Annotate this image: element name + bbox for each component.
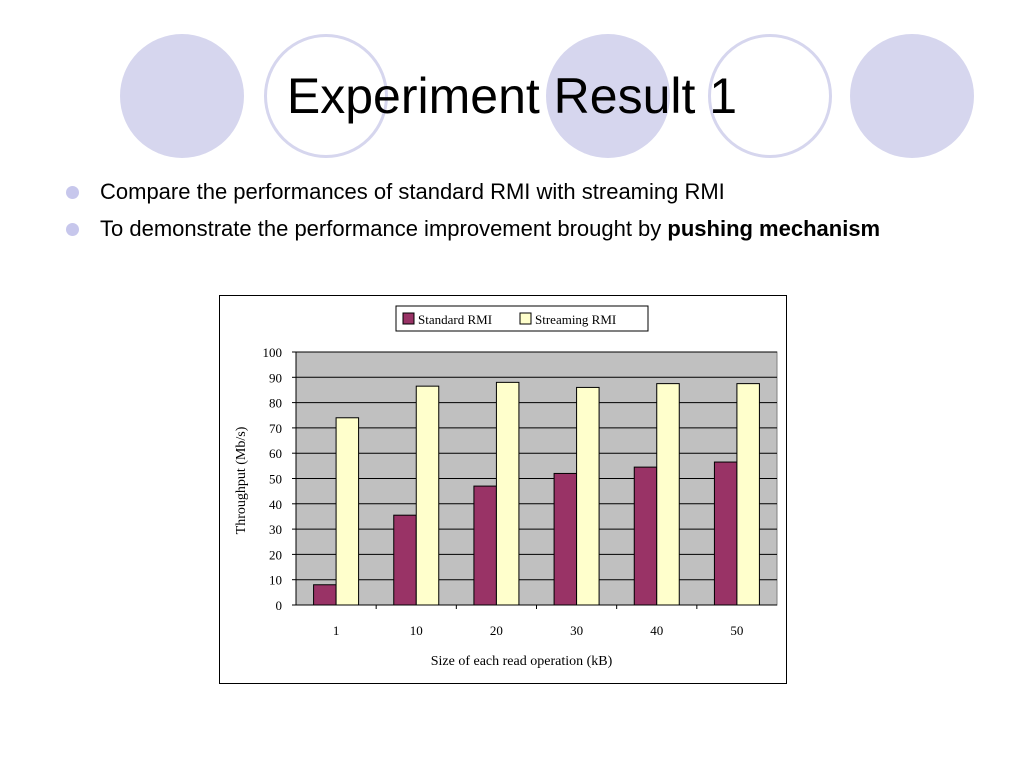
y-tick-label: 40 xyxy=(269,497,282,512)
y-tick-label: 100 xyxy=(263,345,283,360)
y-tick-label: 90 xyxy=(269,370,282,385)
bullet-bold-text: pushing mechanism xyxy=(667,216,881,241)
decorative-circle xyxy=(120,34,244,158)
bar-streaming-rmi xyxy=(415,385,440,606)
y-tick-label: 0 xyxy=(276,598,283,613)
legend-label: Standard RMI xyxy=(418,312,492,327)
bar-streaming-rmi xyxy=(576,386,600,606)
y-tick-label: 30 xyxy=(269,522,282,537)
y-tick-label: 80 xyxy=(269,396,282,411)
x-tick-label: 30 xyxy=(570,623,583,638)
legend-swatch xyxy=(402,312,415,325)
legend-label: Streaming RMI xyxy=(535,312,616,327)
x-tick-label: 50 xyxy=(730,623,743,638)
bar-streaming-rmi xyxy=(656,383,680,606)
legend-swatch xyxy=(519,312,532,325)
bar-standard-rmi xyxy=(473,485,497,606)
x-tick-label: 10 xyxy=(410,623,423,638)
bullet-dot-icon xyxy=(66,186,79,199)
bullet-item: To demonstrate the performance improveme… xyxy=(64,213,924,244)
y-tick-label: 20 xyxy=(269,547,282,562)
bar-standard-rmi xyxy=(553,472,578,606)
x-axis-label: Size of each read operation (kB) xyxy=(431,654,613,669)
bar-standard-rmi xyxy=(633,466,658,606)
y-tick-label: 60 xyxy=(269,446,282,461)
chart-frame: 0 10 20 30 40 50 60 70 80 90 100 1 10 20 30 40 50 Size of… xyxy=(219,295,787,684)
decorative-circle xyxy=(546,34,670,158)
y-tick-label: 70 xyxy=(269,421,282,436)
bullet-text: Compare the performances of standard RMI… xyxy=(100,179,725,204)
y-tick-label: 50 xyxy=(269,472,282,487)
bar-standard-rmi xyxy=(313,584,337,606)
x-tick-label: 40 xyxy=(650,623,663,638)
bar-standard-rmi xyxy=(713,461,738,606)
bullet-item: Compare the performances of standard RMI… xyxy=(64,176,924,207)
decorative-ring xyxy=(264,34,388,158)
bullet-text: To demonstrate the performance improveme… xyxy=(100,216,668,241)
y-tick-label: 10 xyxy=(269,573,282,588)
slide-title: Experiment Result 1 xyxy=(286,68,738,124)
bar-streaming-rmi xyxy=(736,383,760,606)
bar-streaming-rmi xyxy=(495,381,520,606)
bullet-dot-icon xyxy=(66,223,79,236)
bar-streaming-rmi xyxy=(335,417,360,606)
x-tick-label: 20 xyxy=(490,623,503,638)
decorative-circle xyxy=(850,34,974,158)
bar-standard-rmi xyxy=(393,514,417,606)
y-axis-label: Throughput (Mb/s) xyxy=(234,426,249,534)
decorative-ring xyxy=(708,34,832,158)
x-tick-label: 1 xyxy=(333,623,340,638)
bullet-list: Compare the performances of standard RMI… xyxy=(64,176,924,250)
